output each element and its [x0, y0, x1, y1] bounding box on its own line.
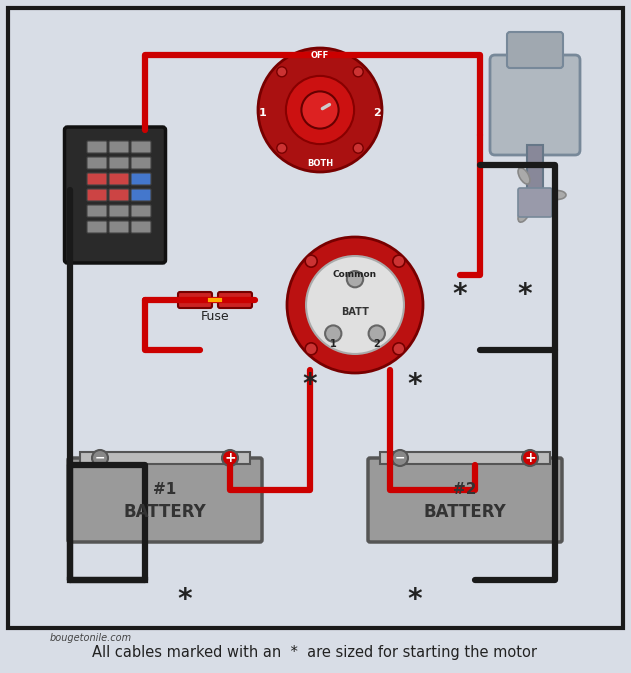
FancyBboxPatch shape — [109, 173, 129, 185]
Text: −: − — [395, 452, 405, 464]
Circle shape — [305, 343, 317, 355]
FancyBboxPatch shape — [87, 173, 107, 185]
Circle shape — [369, 326, 385, 342]
Text: BATTERY: BATTERY — [124, 503, 206, 521]
Circle shape — [302, 92, 339, 129]
FancyBboxPatch shape — [87, 157, 107, 169]
FancyBboxPatch shape — [87, 189, 107, 201]
Circle shape — [522, 450, 538, 466]
FancyBboxPatch shape — [87, 205, 107, 217]
Bar — [527, 145, 543, 195]
Text: BATTERY: BATTERY — [423, 503, 506, 521]
FancyBboxPatch shape — [131, 205, 151, 217]
Circle shape — [287, 237, 423, 373]
FancyBboxPatch shape — [109, 141, 129, 153]
FancyBboxPatch shape — [368, 458, 562, 542]
Text: +: + — [524, 451, 536, 465]
Text: Common: Common — [333, 270, 377, 279]
Circle shape — [353, 67, 363, 77]
FancyBboxPatch shape — [131, 221, 151, 233]
Text: *: * — [302, 371, 319, 399]
FancyBboxPatch shape — [131, 157, 151, 169]
Circle shape — [258, 48, 382, 172]
FancyBboxPatch shape — [131, 173, 151, 185]
FancyBboxPatch shape — [131, 141, 151, 153]
Ellipse shape — [548, 190, 566, 199]
Text: 2: 2 — [374, 339, 380, 349]
FancyBboxPatch shape — [178, 292, 212, 308]
FancyBboxPatch shape — [518, 188, 552, 217]
Circle shape — [392, 450, 408, 466]
Text: *: * — [177, 586, 193, 614]
Text: *: * — [406, 586, 423, 614]
Circle shape — [306, 256, 404, 354]
Bar — [380, 452, 550, 464]
Bar — [80, 452, 250, 464]
Ellipse shape — [518, 206, 530, 222]
FancyBboxPatch shape — [68, 458, 262, 542]
FancyBboxPatch shape — [507, 32, 563, 68]
Text: BATT: BATT — [341, 307, 369, 317]
Circle shape — [393, 255, 405, 267]
FancyBboxPatch shape — [109, 205, 129, 217]
Text: *: * — [517, 281, 533, 309]
Text: *: * — [452, 281, 468, 309]
Text: bougetonile.com: bougetonile.com — [50, 633, 132, 643]
Text: 1: 1 — [330, 339, 336, 349]
Circle shape — [277, 67, 287, 77]
Circle shape — [347, 271, 363, 287]
Circle shape — [305, 255, 317, 267]
Text: #1: #1 — [153, 483, 177, 497]
Circle shape — [325, 326, 341, 342]
Circle shape — [286, 76, 354, 144]
FancyBboxPatch shape — [218, 292, 252, 308]
FancyBboxPatch shape — [109, 221, 129, 233]
FancyBboxPatch shape — [87, 221, 107, 233]
Circle shape — [353, 143, 363, 153]
Circle shape — [393, 343, 405, 355]
Circle shape — [222, 450, 238, 466]
FancyBboxPatch shape — [109, 189, 129, 201]
Circle shape — [277, 143, 287, 153]
Ellipse shape — [518, 168, 530, 184]
FancyBboxPatch shape — [87, 141, 107, 153]
Text: All cables marked with an  *  are sized for starting the motor: All cables marked with an * are sized fo… — [93, 645, 538, 660]
Text: −: − — [95, 452, 105, 464]
Text: Fuse: Fuse — [201, 310, 229, 322]
FancyBboxPatch shape — [109, 157, 129, 169]
FancyBboxPatch shape — [131, 189, 151, 201]
Text: 2: 2 — [373, 108, 381, 118]
Circle shape — [92, 450, 108, 466]
Text: +: + — [224, 451, 236, 465]
FancyBboxPatch shape — [64, 127, 165, 263]
Text: OFF: OFF — [311, 52, 329, 61]
Text: BOTH: BOTH — [307, 160, 333, 168]
Text: #2: #2 — [453, 483, 477, 497]
FancyBboxPatch shape — [490, 55, 580, 155]
Text: *: * — [406, 371, 423, 399]
Text: 1: 1 — [259, 108, 267, 118]
